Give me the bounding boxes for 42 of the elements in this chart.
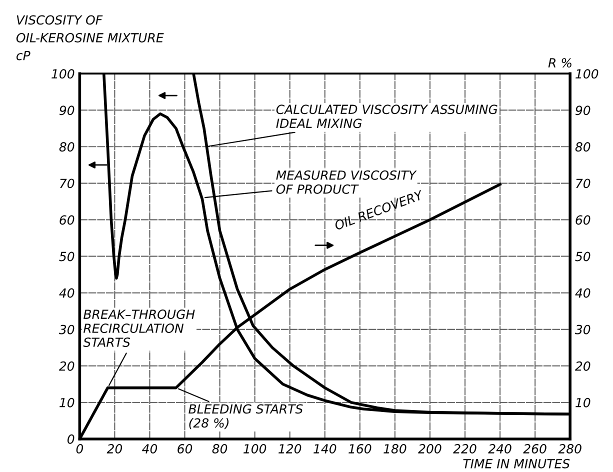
x-tick-label: 100 — [244, 444, 266, 454]
y2-tick-label: 20 — [575, 361, 590, 371]
annotation: CALCULATED VISCOSITY ASSUMING IDEAL MIXING — [276, 104, 498, 128]
x-tick-label: 40 — [142, 444, 158, 454]
y2-tick-label: 10 — [576, 398, 590, 408]
x-tick-label: 120 — [278, 444, 302, 454]
y-tick-label: 30 — [58, 324, 74, 334]
y2-tick-label: 60 — [576, 215, 590, 225]
x-tick-label: 180 — [384, 444, 406, 454]
y-tick-label: 90 — [59, 106, 74, 116]
x-tick-label: 0 — [76, 444, 84, 454]
y-tick-label: 50 — [59, 252, 74, 262]
y-tick-label: 40 — [59, 288, 74, 298]
y2-tick-label: 80 — [575, 142, 590, 152]
y2-tick-label: 100 — [576, 69, 598, 79]
y2-tick-label: 90 — [576, 106, 590, 116]
y2-tick-label: 30 — [574, 324, 590, 334]
y-tick-label: 60 — [60, 215, 74, 225]
y-tick-label: 80 — [59, 142, 74, 152]
y2-tick-label: 40 — [575, 288, 590, 298]
y-tick-label: 70 — [60, 178, 74, 188]
x-tick-label: 140 — [314, 444, 336, 454]
x-tick-label: 260 — [523, 444, 546, 454]
x-axis-title: TIME IN MINUTES — [463, 458, 570, 468]
x-tick-label: 240 — [488, 444, 512, 454]
y-tick-label: 100 — [52, 69, 74, 79]
y-tick-label: 20 — [58, 361, 74, 371]
y-axis-title: VISCOSITY OF OIL-KEROSINE MIXTURE cP — [16, 15, 164, 60]
x-tick-label: 160 — [348, 444, 372, 454]
x-tick-label: 20 — [106, 444, 122, 454]
y2-tick-label: 50 — [575, 252, 590, 262]
y-tick-label: 10 — [60, 398, 74, 408]
annotation: BREAK–THROUGH RECIRCULATION STARTS — [83, 310, 195, 347]
y2-tick-label: 70 — [576, 178, 590, 188]
y-tick-label: 0 — [68, 434, 74, 444]
y2-axis-title: R % — [548, 58, 572, 68]
x-tick-label: 280 — [558, 444, 582, 454]
x-tick-label: 60 — [178, 444, 192, 454]
x-tick-label: 80 — [212, 444, 228, 454]
x-tick-label: 200 — [418, 444, 442, 454]
annotation: BLEEDING STARTS (28 %) — [188, 404, 303, 430]
x-tick-label: 220 — [453, 444, 476, 454]
